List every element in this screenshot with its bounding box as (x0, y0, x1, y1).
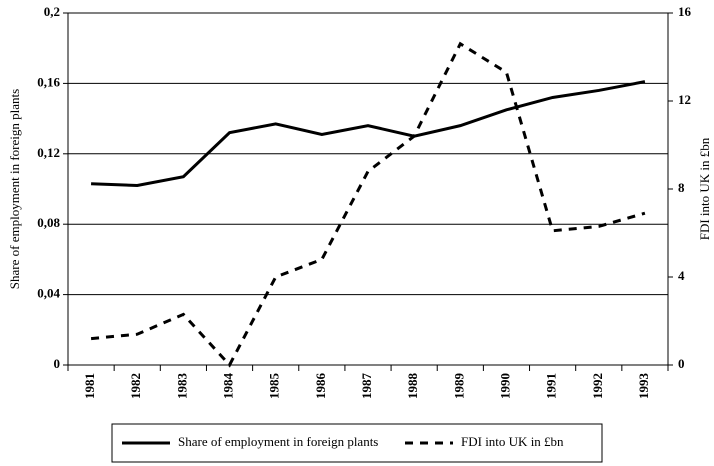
x-tick-label: 1992 (590, 373, 605, 399)
legend-label: Share of employment in foreign plants (178, 434, 378, 449)
y-tick-label: 0,16 (37, 74, 60, 89)
y2-tick-label: 16 (678, 4, 692, 19)
y-tick-label: 0,08 (37, 215, 60, 230)
y2-tick-label: 12 (678, 92, 691, 107)
x-tick-label: 1983 (174, 373, 189, 400)
x-tick-label: 1982 (128, 373, 143, 399)
y-tick-label: 0,04 (37, 286, 60, 301)
x-tick-label: 1986 (313, 373, 328, 400)
x-tick-label: 1993 (636, 373, 651, 400)
series-line (91, 80, 646, 187)
x-tick-label: 1990 (497, 373, 512, 399)
x-tick-label: 1991 (544, 373, 559, 399)
series-line (90, 41, 646, 368)
x-tick-label: 1985 (267, 373, 282, 400)
legend-box (111, 423, 603, 463)
y-axis-title: Share of employment in foreign plants (7, 89, 22, 289)
legend-label: FDI into UK in £bn (461, 434, 564, 449)
y2-tick-label: 8 (678, 180, 685, 195)
y-tick-label: 0 (54, 356, 61, 371)
x-tick-label: 1989 (451, 373, 466, 400)
x-tick-label: 1988 (405, 373, 420, 400)
x-tick-label: 1984 (221, 373, 236, 400)
y2-axis-title: FDI into UK in £bn (697, 137, 712, 240)
y-tick-label: 0,12 (37, 145, 60, 160)
y-tick-label: 0,2 (44, 4, 60, 19)
y2-tick-label: 4 (678, 268, 685, 283)
x-tick-label: 1987 (359, 373, 374, 400)
y2-tick-label: 0 (678, 356, 685, 371)
x-tick-label: 1981 (82, 373, 97, 399)
